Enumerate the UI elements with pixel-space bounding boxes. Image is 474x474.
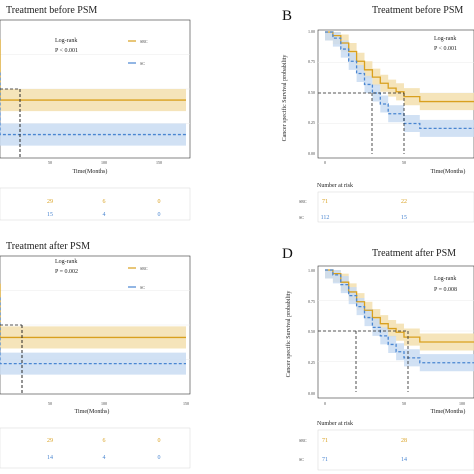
panel-bottom-left: Treatment after PSM Log-rank P = 0.002 S… [0, 241, 191, 469]
panel-top-left: Treatment before PSM Log-rank P < 0.001 … [0, 5, 191, 221]
tl-risk-src-0: 29 [47, 199, 53, 205]
br-risk-table [317, 429, 474, 471]
tl-xtick-150: 150 [156, 160, 162, 165]
tl-title: Treatment before PSM [6, 5, 97, 16]
panel-top-right: B Treatment before PSM Cancer specific S… [281, 5, 474, 223]
bl-risk-src-2: 0 [158, 438, 161, 444]
br-ytick-050: 0.50 [308, 329, 315, 334]
tr-pvalue: P < 0.001 [434, 46, 457, 52]
br-ytick-025: 0.25 [308, 360, 315, 365]
bl-risk-src-1: 6 [103, 438, 106, 444]
tr-risk-table [317, 191, 474, 223]
bl-risk-sc-0: 14 [47, 455, 53, 461]
tr-ytick-025: 0.25 [308, 120, 315, 125]
bl-legend-sc: SC [140, 285, 145, 290]
bl-risk-src-0: 29 [47, 438, 53, 444]
bl-ci-band-src [0, 272, 186, 349]
tl-legend-sc: SC [140, 61, 145, 66]
tl-xtick-100: 100 [101, 160, 107, 165]
bl-logrank: Log-rank [55, 259, 77, 265]
tr-xtick-0: 0 [324, 160, 326, 165]
br-ytick-000: 0.00 [308, 391, 315, 396]
bl-title: Treatment after PSM [6, 241, 90, 252]
tr-ylabel: Cancer specific Survival probability [281, 55, 288, 142]
bl-xtick-100: 100 [101, 401, 107, 406]
tl-pvalue: P < 0.001 [55, 48, 78, 54]
bl-xtick-50: 50 [48, 401, 52, 406]
tl-risk-sc-1: 4 [103, 212, 106, 218]
tr-xlabel: Time(Months) [431, 168, 466, 175]
tr-risk-sc-0: 112 [321, 215, 330, 221]
tr-risk-src-1: 22 [401, 199, 407, 205]
br-xtick-100: 100 [459, 401, 465, 406]
tl-xlabel: Time(Months) [73, 168, 108, 175]
tr-ytick-075: 0.75 [308, 59, 315, 64]
tr-risk-header: Number at risk [317, 183, 353, 189]
tr-curves [318, 31, 474, 154]
tl-risk-sc-2: 0 [158, 212, 161, 218]
br-risk-header: Number at risk [317, 421, 353, 427]
tr-risk-src-0: 71 [322, 199, 328, 205]
br-xtick-0: 0 [324, 401, 326, 406]
tl-curves [0, 28, 190, 158]
br-risk-label-sc: SC [299, 457, 304, 462]
tr-xtick-50: 50 [402, 160, 406, 165]
bl-legend-src: SRC [140, 266, 148, 271]
tl-risk-table [0, 187, 191, 221]
br-title: Treatment after PSM [372, 248, 456, 259]
br-ci-band-sc [325, 270, 474, 372]
br-risk-label-src: SRC [299, 438, 307, 443]
br-curves [318, 269, 474, 392]
bl-xtick-150: 150 [183, 401, 189, 406]
tr-ytick-050: 0.50 [308, 90, 315, 95]
tr-logrank: Log-rank [434, 36, 456, 42]
tr-title: Treatment before PSM [372, 5, 463, 16]
tl-risk-sc-0: 15 [47, 212, 53, 218]
br-curve-sc [325, 269, 474, 364]
tl-ci-band-sc [0, 61, 186, 146]
br-panel-letter: D [282, 246, 293, 262]
tl-ci-band-src [0, 28, 186, 112]
br-pvalue: P = 0.008 [434, 287, 457, 293]
bl-ci-band-sc [0, 286, 186, 375]
bl-risk-sc-2: 0 [158, 455, 161, 461]
tl-legend-src: SRC [140, 39, 148, 44]
tl-xtick-50: 50 [48, 160, 52, 165]
br-risk-src-0: 71 [322, 438, 328, 444]
br-risk-src-1: 28 [401, 438, 407, 444]
br-ylabel: Cancer specific Survival probability [285, 291, 292, 378]
br-risk-sc-0: 71 [322, 457, 328, 463]
bl-xlabel: Time(Months) [75, 408, 110, 415]
br-risk-sc-1: 14 [401, 457, 407, 463]
br-ytick-075: 0.75 [308, 299, 315, 304]
tr-ytick-100: 1.00 [308, 29, 315, 34]
tr-risk-label-sc: SC [299, 215, 304, 220]
br-logrank: Log-rank [434, 276, 456, 282]
tl-risk-src-2: 0 [158, 199, 161, 205]
bl-pvalue: P = 0.002 [55, 269, 78, 275]
tr-risk-label-src: SRC [299, 199, 307, 204]
br-xlabel: Time(Months) [431, 408, 466, 415]
panel-bottom-right: D Treatment after PSM Cancer specific Su… [282, 246, 474, 471]
br-xtick-50: 50 [402, 401, 406, 406]
bl-risk-sc-1: 4 [103, 455, 106, 461]
br-ytick-100: 1.00 [308, 268, 315, 273]
bl-curves [0, 272, 190, 394]
tl-logrank: Log-rank [55, 38, 77, 44]
tr-risk-sc-1: 15 [401, 215, 407, 221]
bl-risk-table [0, 427, 191, 469]
tr-panel-letter: B [282, 8, 292, 24]
tr-ytick-000: 0.00 [308, 151, 315, 156]
tl-risk-src-1: 6 [103, 199, 106, 205]
tr-ci-band-sc [325, 32, 474, 137]
